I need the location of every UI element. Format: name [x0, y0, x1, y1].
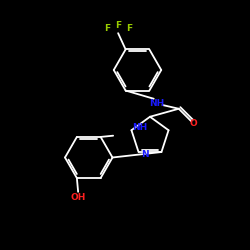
Text: O: O	[190, 119, 198, 128]
Text: F: F	[104, 24, 111, 33]
Text: NH: NH	[148, 99, 164, 108]
Text: NH: NH	[132, 123, 147, 132]
Text: N: N	[141, 150, 148, 158]
Text: OH: OH	[70, 193, 86, 202]
Text: F: F	[116, 21, 122, 30]
Text: F: F	[126, 24, 132, 33]
